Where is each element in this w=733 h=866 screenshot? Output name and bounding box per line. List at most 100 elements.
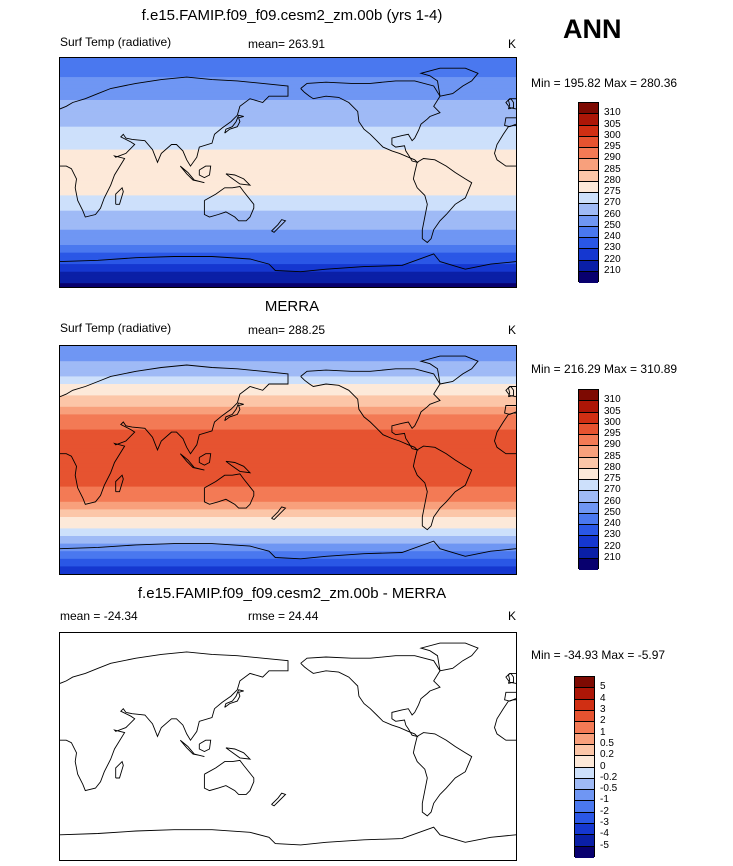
coastline (412, 158, 473, 244)
temperature-band (60, 524, 516, 529)
temperature-band (60, 122, 516, 128)
temperature-band (60, 252, 516, 258)
coastline (198, 165, 212, 179)
coastline (115, 186, 124, 205)
temperature-band (60, 164, 516, 170)
colorbar-tick-label: 275 (604, 186, 621, 197)
colorbar-swatch (579, 491, 598, 503)
temperature-band (60, 433, 516, 438)
temperature-band (60, 536, 516, 541)
colorbar-tick-label: -1 (600, 794, 609, 806)
coastline (203, 759, 255, 795)
temperature-band (60, 225, 516, 231)
colorbar-swatch (579, 558, 598, 570)
coastline (507, 385, 514, 398)
coastline (419, 355, 479, 385)
temperature-band (60, 425, 516, 431)
coastline (224, 402, 244, 422)
panel3-mean-label: mean = -24.34 (60, 609, 138, 623)
colorbar-tick-label: 220 (604, 253, 621, 265)
temperature-band (60, 126, 516, 132)
colorbar-swatch (579, 423, 598, 435)
colorbar-swatch (579, 226, 598, 238)
temperature-band (60, 532, 516, 537)
colorbar-swatch (579, 446, 598, 458)
temperature-band (60, 539, 516, 545)
temperature-band (60, 471, 516, 476)
colorbar-tick-label: -3 (600, 817, 609, 829)
colorbar-tick-label: 210 (604, 551, 621, 563)
temperature-band (60, 391, 516, 396)
panel1-mean-label: mean= 263.91 (248, 37, 326, 51)
temperature-band (60, 486, 516, 491)
panel1-colorbar (578, 102, 599, 283)
temperature-band (60, 429, 516, 434)
colorbar-tick-label: 270 (604, 197, 621, 209)
colorbar-swatch (579, 249, 598, 261)
colorbar-tick-label: 0.5 (600, 737, 614, 749)
coastline (224, 689, 244, 708)
colorbar-swatch (575, 722, 594, 734)
colorbar-tick-label: 300 (604, 416, 621, 428)
coastline (198, 453, 212, 466)
colorbar-swatch (579, 260, 598, 272)
temperature-band (60, 365, 516, 370)
colorbar-swatch (579, 513, 598, 525)
coastline (507, 98, 514, 110)
temperature-band (60, 233, 516, 238)
temperature-band (60, 543, 516, 548)
coastline (507, 672, 514, 684)
temperature-band (60, 346, 516, 351)
colorbar-swatch (575, 835, 594, 847)
temperature-band (60, 69, 516, 74)
colorbar-swatch (579, 547, 598, 559)
colorbar-tick-label: 1 (600, 726, 606, 738)
temperature-band (60, 467, 516, 472)
colorbar-swatch (579, 390, 598, 402)
colorbar-tick-label: 4 (600, 692, 606, 704)
temperature-band (60, 176, 516, 181)
colorbar-tick-label: 280 (604, 461, 621, 473)
colorbar-swatch (579, 148, 598, 160)
colorbar-tick-label: 295 (604, 141, 621, 152)
temperature-band (60, 357, 516, 362)
temperature-band (60, 77, 516, 82)
temperature-band (60, 570, 516, 574)
temperature-band (60, 387, 516, 393)
colorbar-tick-label: 3 (600, 703, 606, 715)
colorbar-swatch (575, 824, 594, 836)
temperature-band (60, 149, 516, 155)
temperature-band (60, 183, 516, 189)
coastline (60, 651, 289, 792)
panel1-map-svg (60, 58, 516, 287)
colorbar-swatch (579, 412, 598, 424)
colorbar-tick-label: 240 (604, 231, 621, 242)
colorbar-tick-label: 305 (604, 405, 621, 417)
temperature-band (60, 229, 516, 235)
coastline (225, 173, 252, 186)
colorbar-tick-label: 0 (600, 760, 606, 772)
panel3-rmse-label: rmse = 24.44 (248, 609, 319, 623)
coastline (300, 368, 441, 451)
panel3-colorbar (574, 676, 595, 858)
temperature-band (60, 134, 516, 139)
colorbar-swatch (575, 688, 594, 700)
colorbar-swatch (579, 204, 598, 216)
colorbar-swatch (579, 401, 598, 413)
temperature-band (60, 199, 516, 204)
colorbar-tick-label: 210 (604, 264, 621, 276)
temperature-band (60, 61, 516, 67)
colorbar-tick-label: 260 (604, 495, 621, 507)
coastline (179, 453, 205, 471)
temperature-band (60, 180, 516, 185)
temperature-band (60, 214, 516, 219)
temperature-band (60, 437, 516, 442)
colorbar-swatch (579, 457, 598, 469)
panel2-minmax-label: Min = 216.29 Max = 310.89 (531, 362, 678, 376)
panel1-units-label: K (508, 37, 517, 51)
temperature-band (60, 482, 516, 488)
panel2-mean-label: mean= 288.25 (248, 323, 326, 337)
temperature-band (60, 456, 516, 461)
colorbar-tick-label: 240 (604, 518, 621, 529)
coastline (203, 186, 255, 222)
